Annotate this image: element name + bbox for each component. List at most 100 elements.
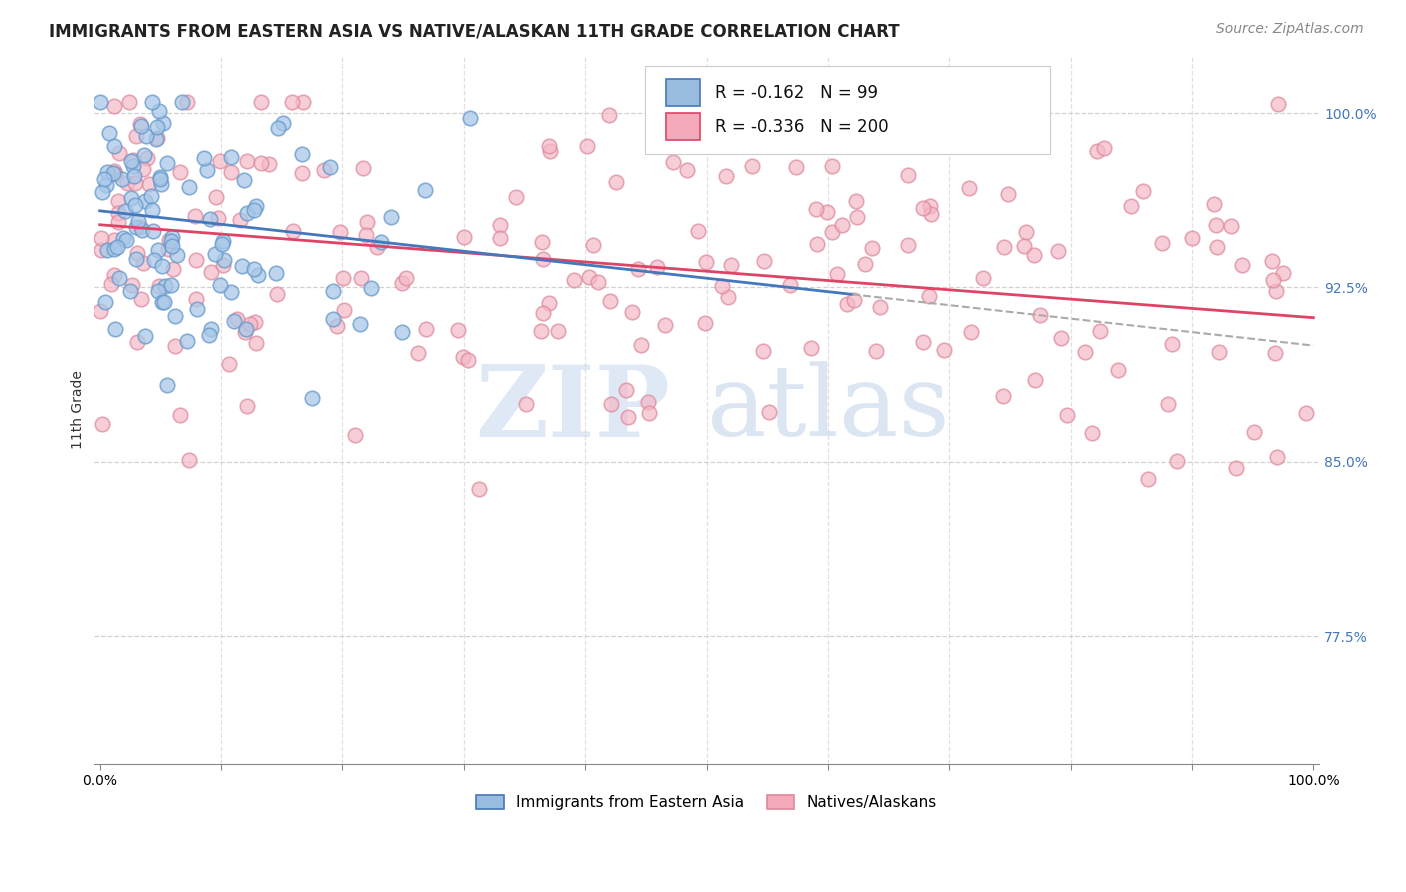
Point <box>118 95 141 109</box>
Point <box>107 205 129 219</box>
Point <box>107 215 129 229</box>
Point <box>991 95 1014 109</box>
Point <box>582 238 605 252</box>
Point <box>149 177 172 191</box>
Point <box>758 405 780 419</box>
Point <box>107 194 129 209</box>
Point <box>103 99 125 113</box>
Point <box>959 325 981 339</box>
Point <box>169 409 191 423</box>
Point <box>605 175 627 189</box>
Point <box>163 339 186 353</box>
Point <box>531 306 554 320</box>
Point <box>451 351 474 365</box>
Point <box>176 334 198 348</box>
Point <box>219 285 242 300</box>
Point <box>1080 426 1102 441</box>
Point <box>911 335 934 350</box>
Point <box>132 256 155 270</box>
Point <box>598 108 620 122</box>
Point <box>115 176 138 190</box>
Point <box>505 189 527 203</box>
Point <box>645 260 668 274</box>
Point <box>89 95 111 109</box>
Point <box>993 389 1015 403</box>
Point <box>301 391 323 405</box>
Point <box>146 120 169 135</box>
Point <box>120 191 142 205</box>
Point <box>804 202 827 216</box>
Point <box>350 270 373 285</box>
Point <box>897 168 920 182</box>
Text: Source: ZipAtlas.com: Source: ZipAtlas.com <box>1216 22 1364 37</box>
Point <box>245 199 267 213</box>
Point <box>457 352 479 367</box>
Point <box>114 204 136 219</box>
Text: R = -0.162   N = 99: R = -0.162 N = 99 <box>716 84 879 102</box>
Point <box>121 159 143 173</box>
Point <box>103 139 125 153</box>
Point <box>654 318 676 332</box>
Point <box>267 121 290 136</box>
Point <box>160 234 183 248</box>
Point <box>800 114 823 128</box>
Point <box>200 321 222 335</box>
Y-axis label: 11th Grade: 11th Grade <box>72 370 86 449</box>
Point <box>141 189 163 203</box>
Point <box>212 234 235 248</box>
Point <box>1014 225 1036 239</box>
Point <box>637 406 659 420</box>
Point <box>312 163 335 178</box>
Point <box>142 252 165 267</box>
Point <box>1225 461 1247 475</box>
Point <box>360 280 382 294</box>
Text: IMMIGRANTS FROM EASTERN ASIA VS NATIVE/ALASKAN 11TH GRADE CORRELATION CHART: IMMIGRANTS FROM EASTERN ASIA VS NATIVE/A… <box>49 22 900 40</box>
Point <box>236 399 259 413</box>
Point <box>162 262 184 277</box>
Point <box>845 210 868 224</box>
Point <box>458 112 481 126</box>
Point <box>821 225 844 239</box>
Point <box>148 103 170 118</box>
Point <box>105 240 128 254</box>
Point <box>391 276 413 290</box>
Point <box>630 338 652 352</box>
Point <box>779 278 801 293</box>
Point <box>235 322 257 336</box>
Point <box>231 259 253 273</box>
Point <box>218 358 240 372</box>
Point <box>530 235 553 250</box>
Point <box>129 220 152 235</box>
Point <box>332 270 354 285</box>
Point <box>198 211 221 226</box>
Point <box>142 224 165 238</box>
Point <box>957 181 980 195</box>
Point <box>695 255 717 269</box>
Point <box>120 154 142 169</box>
Point <box>205 190 228 204</box>
Point <box>103 268 125 282</box>
Point <box>917 289 939 303</box>
Point <box>103 166 125 180</box>
Point <box>717 290 740 304</box>
Point <box>662 155 685 169</box>
Point <box>107 145 129 160</box>
Point <box>243 315 266 329</box>
Point <box>111 172 134 186</box>
Point <box>103 243 125 257</box>
Point <box>233 173 256 187</box>
Point <box>233 326 256 340</box>
Point <box>562 273 585 287</box>
Point <box>148 278 170 293</box>
Point <box>125 245 148 260</box>
Point <box>149 172 172 186</box>
Point <box>714 169 737 183</box>
Point <box>529 324 551 338</box>
Point <box>1230 258 1253 272</box>
Point <box>156 156 179 170</box>
Point <box>785 160 807 174</box>
Point <box>197 327 219 342</box>
Point <box>111 230 134 244</box>
Point <box>138 178 160 192</box>
Point <box>160 277 183 292</box>
